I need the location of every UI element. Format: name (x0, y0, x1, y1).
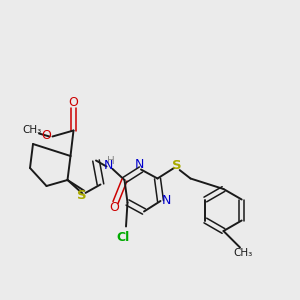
Text: O: O (42, 129, 51, 142)
Text: O: O (69, 96, 78, 109)
Text: N: N (104, 159, 113, 172)
Text: Cl: Cl (116, 231, 130, 244)
Text: S: S (77, 189, 87, 202)
Text: H: H (106, 156, 114, 166)
Text: O: O (109, 201, 119, 214)
Text: S: S (172, 159, 181, 172)
Text: CH₃: CH₃ (233, 248, 253, 258)
Text: N: N (162, 194, 171, 207)
Text: N: N (135, 158, 144, 171)
Text: CH₃: CH₃ (22, 124, 41, 135)
